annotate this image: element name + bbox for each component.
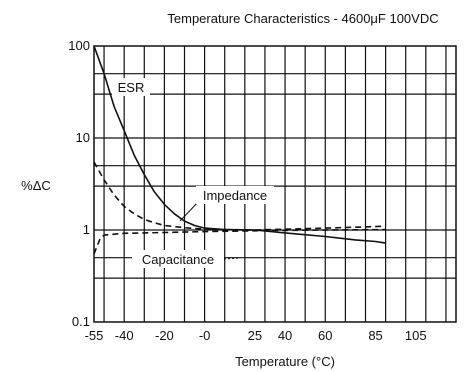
esr-label-text: ESR [118,80,145,95]
tick-labels: -55 -40 -20 -0 25 40 60 85 105 0.1 1 10 100 [68,38,426,343]
impedance-label-text: Impedance [203,188,267,203]
plot-frame [93,45,457,323]
x-tick-label: -40 [115,328,134,343]
series-line-impedance [93,161,386,231]
y-tick-label: 10 [76,130,90,145]
x-axis-label: Temperature (°C) [235,354,335,369]
series-line-capacitance [93,228,386,255]
impedance-label: Impedance [179,186,274,222]
x-tick-label: -20 [155,328,174,343]
x-tick-label: 60 [318,328,332,343]
esr-label: ESR [112,78,150,96]
x-tick-label: -0 [199,328,211,343]
capacitance-label: Capacitance [132,250,241,268]
y-tick-label: 100 [68,38,90,53]
capacitance-label-text: Capacitance [142,252,214,267]
y-axis-label: %ΔC [21,178,51,193]
x-tick-label: 25 [248,328,262,343]
x-tick-label: 105 [405,328,427,343]
grid [94,46,456,322]
x-tick-label: 85 [368,328,382,343]
y-tick-label: 1 [83,222,90,237]
chart-title: Temperature Characteristics - 4600μF 100… [167,11,438,26]
x-tick-label: 40 [278,328,292,343]
series-lines [93,45,386,255]
series-line-esr [93,45,386,244]
y-tick-label: 0.1 [72,314,90,329]
x-tick-label: -55 [85,328,104,343]
